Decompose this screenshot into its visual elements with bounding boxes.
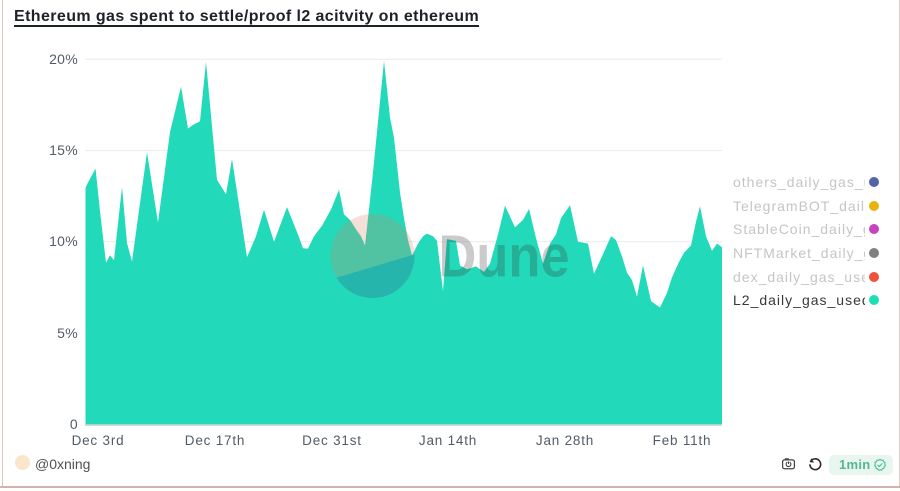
svg-text:Dune: Dune (439, 224, 570, 290)
